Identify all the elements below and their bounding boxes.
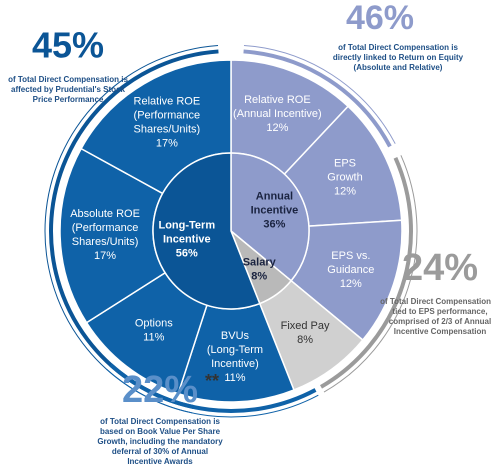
inner-value-label: 8% — [251, 271, 267, 283]
inner-label: Salary — [243, 257, 277, 269]
outer-label: Guidance — [327, 264, 374, 276]
bracket-arc — [109, 363, 317, 413]
annotation-text: of Total Direct Compensation is — [380, 297, 493, 306]
outer-value-label: 11% — [224, 372, 245, 384]
outer-label: Fixed Pay — [281, 320, 330, 332]
bracket-arc — [319, 156, 413, 389]
inner-label: Long-Term — [158, 219, 215, 231]
outer-value-label: 12% — [334, 185, 356, 197]
annotation-text: of Total Direct Compensation is — [338, 43, 458, 52]
outer-value-label: 8% — [297, 334, 313, 346]
annotation-text: of Total Direct Compensation is — [100, 417, 220, 426]
outer-label: Relative ROE — [244, 94, 311, 106]
annotation-figure: 46% — [346, 0, 414, 37]
outer-label: EPS — [334, 157, 356, 169]
inner-value-label: 36% — [263, 218, 285, 230]
outer-label: Shares/Units) — [134, 123, 201, 135]
outer-label: (Performance — [134, 109, 201, 121]
outer-label: Shares/Units) — [72, 236, 139, 248]
annotation-text: Growth, including the mandatory — [97, 437, 223, 446]
annotation-text: Price Performance — [33, 95, 104, 104]
inner-label: Annual — [256, 190, 293, 202]
annotation-text: (Absolute and Relative) — [354, 63, 443, 72]
outer-label: (Long-Term — [207, 344, 263, 356]
annotation-figure: 45% — [32, 25, 104, 66]
annotation-figure: 24% — [402, 247, 478, 289]
outer-label: Relative ROE — [134, 95, 201, 107]
inner-label: Incentive — [163, 233, 211, 245]
outer-label: Incentive) — [211, 358, 259, 370]
annotation-text: directly linked to Return on Equity — [333, 53, 464, 62]
outer-value-label: 12% — [340, 278, 362, 290]
outer-label: (Annual Incentive) — [233, 108, 322, 120]
outer-value-label: 17% — [156, 137, 178, 149]
bracket-arc — [243, 49, 392, 148]
inner-value-label: 56% — [176, 247, 198, 259]
outer-label: (Performance — [72, 222, 139, 234]
inner-slice — [152, 152, 261, 310]
annotation-text: based on Book Value Per Share — [100, 427, 221, 436]
outer-label: EPS vs. — [331, 250, 370, 262]
bracket-arc — [106, 368, 319, 418]
outer-value-label: 17% — [94, 250, 116, 262]
bracket-arc — [323, 155, 418, 393]
inner-slice — [230, 152, 310, 282]
outer-value-label: 11% — [143, 331, 164, 343]
outer-label: Growth — [327, 171, 362, 183]
outer-label: Absolute ROE — [70, 208, 140, 220]
bracket-arc — [243, 44, 396, 144]
annotation-text: Incentive Awards — [127, 457, 193, 465]
annotation-text: of Total Direct Compensation is — [8, 75, 128, 84]
annotation-figure: 22% — [122, 369, 198, 411]
outer-label: Options — [135, 317, 173, 329]
annotation-text: Incentive Compensation — [394, 327, 487, 336]
annotation-note: ** — [205, 371, 219, 391]
annotation-text: tied to EPS performance, — [392, 307, 487, 316]
outer-value-label: 12% — [266, 122, 288, 134]
annotation-text: deferral of 30% of Annual — [112, 447, 208, 456]
inner-label: Incentive — [251, 204, 299, 216]
annotation-text: affected by Prudential's Stock — [11, 85, 125, 94]
annotation-text: comprised of 2/3 of Annual — [389, 317, 491, 326]
outer-label: BVUs — [221, 330, 250, 342]
